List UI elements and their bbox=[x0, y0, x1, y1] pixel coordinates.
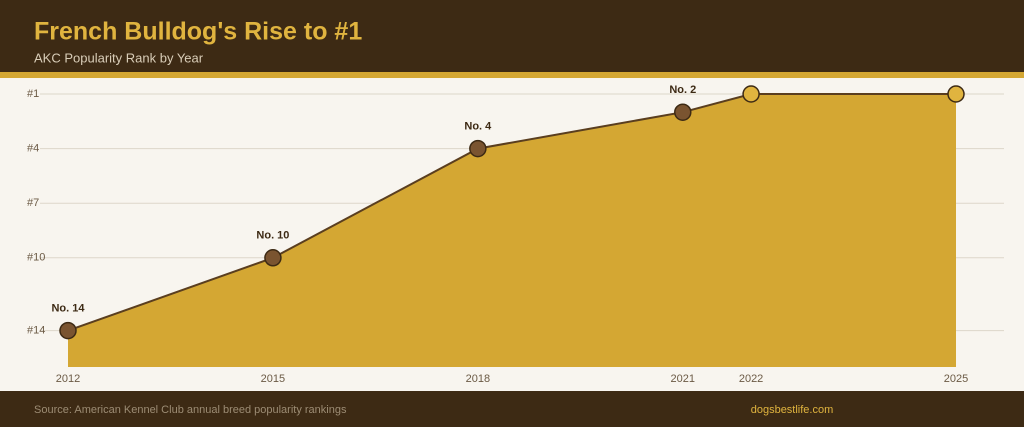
data-label: No. 2 bbox=[669, 84, 696, 96]
data-point bbox=[674, 103, 692, 121]
data-label: No. 4 bbox=[464, 121, 492, 133]
x-tick-label: 2021 bbox=[671, 373, 695, 385]
plot-area: #1 #4 #7 #10 #14 2012 2015 2018 2021 2022 2025 No. … bbox=[27, 66, 1004, 385]
y-tick-label: #14 bbox=[27, 325, 45, 337]
footer bbox=[0, 391, 1024, 427]
y-tick-label: #4 bbox=[27, 143, 39, 155]
chart-subtitle: AKC Popularity Rank by Year bbox=[34, 50, 204, 65]
y-tick-label: #1 bbox=[27, 88, 39, 100]
data-label: No. 14 bbox=[51, 303, 85, 315]
data-point bbox=[264, 249, 282, 267]
y-tick-label: #7 bbox=[27, 197, 39, 209]
header-stripe bbox=[0, 72, 1024, 78]
data-label: No. 10 bbox=[256, 230, 289, 242]
data-point bbox=[59, 321, 77, 340]
data-point bbox=[947, 85, 965, 103]
data-point bbox=[742, 85, 760, 103]
site-name: dogsbestlife.com bbox=[751, 404, 834, 416]
x-tick-label: 2022 bbox=[739, 373, 763, 385]
chart-title: French Bulldog's Rise to #1 bbox=[34, 18, 362, 46]
y-tick-label: #10 bbox=[27, 252, 45, 264]
x-tick-label: 2025 bbox=[944, 373, 968, 385]
data-point bbox=[469, 139, 487, 158]
header bbox=[0, 0, 1024, 72]
x-tick-label: 2012 bbox=[56, 373, 80, 385]
line bbox=[67, 93, 956, 332]
source-note: Source: American Kennel Club annual bree… bbox=[34, 404, 347, 416]
x-tick-label: 2018 bbox=[466, 373, 490, 385]
area bbox=[68, 94, 956, 367]
x-tick-label: 2015 bbox=[261, 373, 285, 385]
